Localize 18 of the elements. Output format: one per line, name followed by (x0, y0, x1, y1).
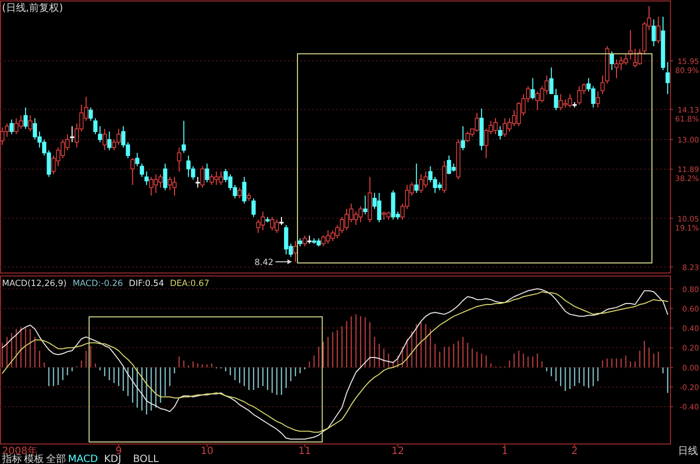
annotation: 8.42 (254, 258, 274, 268)
text: BOLL (133, 454, 160, 464)
text: DEA:0.67 (170, 279, 210, 289)
chart-title: MACD(12,26,9) (2, 279, 67, 289)
text: KDJ (104, 454, 122, 464)
chart-title: (日线,前复权) (2, 2, 64, 14)
x-tick-label: 10 (200, 446, 214, 457)
text: 模板 (24, 453, 44, 464)
text: 全部 (46, 453, 66, 464)
text: 日线 (678, 445, 698, 457)
text: MACD:-0.26 (72, 279, 123, 289)
text: DIF:0.54 (128, 279, 164, 289)
text: 指标 (1, 453, 22, 464)
text: MACD (68, 454, 98, 464)
x-tick-label: 1 (502, 446, 508, 457)
x-tick-label: 12 (391, 446, 404, 457)
x-tick-label: 2 (571, 446, 578, 457)
x-tick-label: 11 (298, 446, 312, 457)
